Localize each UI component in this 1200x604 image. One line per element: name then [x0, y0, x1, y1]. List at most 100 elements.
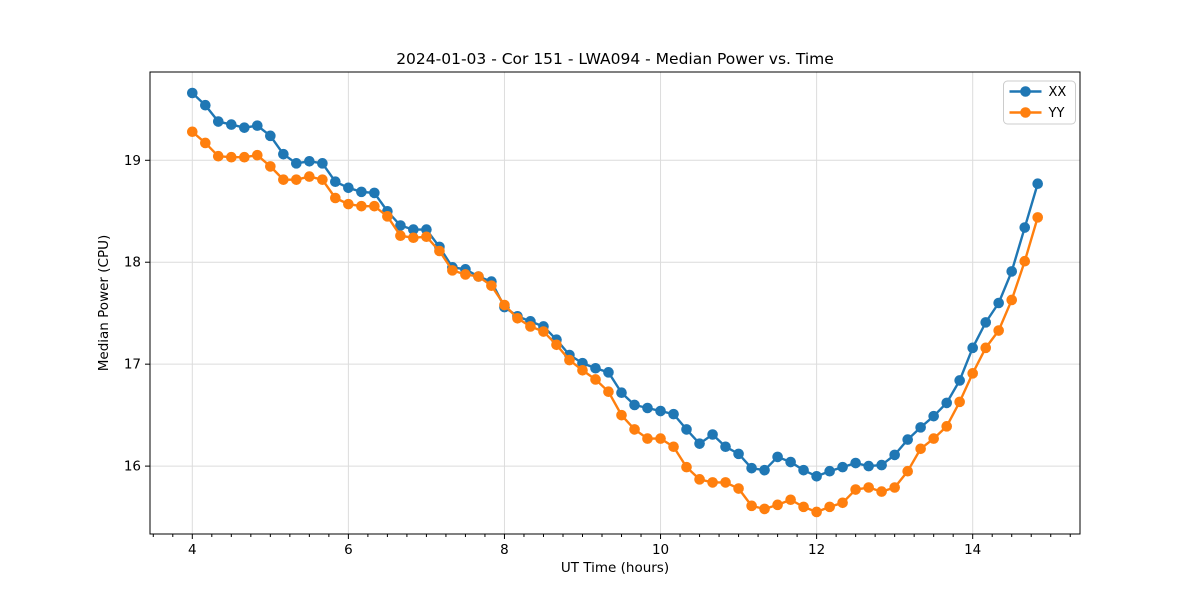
- data-point-YY: [980, 342, 992, 354]
- data-point-YY: [993, 325, 1004, 336]
- data-point-YY: [798, 501, 809, 513]
- data-point-XX: [408, 224, 419, 235]
- legend-marker-icon: [1020, 107, 1031, 118]
- data-point-XX: [668, 408, 679, 420]
- data-point-YY: [421, 231, 432, 243]
- data-point-YY: [304, 171, 315, 182]
- data-point-YY: [902, 465, 913, 477]
- data-point-YY: [226, 151, 237, 163]
- data-point-XX: [785, 456, 796, 468]
- data-point-XX: [343, 182, 354, 194]
- data-point-YY: [473, 271, 484, 282]
- data-point-XX: [265, 130, 276, 142]
- data-point-XX: [837, 461, 848, 473]
- data-point-YY: [928, 433, 939, 444]
- data-point-XX: [291, 158, 302, 169]
- data-point-YY: [616, 409, 627, 421]
- data-point-XX: [993, 297, 1004, 309]
- data-point-YY: [876, 486, 887, 497]
- x-tick-label: 8: [500, 542, 509, 558]
- data-point-XX: [1019, 222, 1031, 233]
- data-point-YY: [967, 368, 978, 379]
- data-point-YY: [512, 312, 523, 324]
- y-tick-label: 16: [124, 459, 141, 475]
- data-point-XX: [629, 399, 640, 411]
- data-point-XX: [251, 120, 263, 131]
- data-point-XX: [603, 367, 614, 378]
- legend: XX YY: [1003, 80, 1076, 125]
- data-point-YY: [629, 424, 640, 435]
- data-point-XX: [876, 459, 887, 471]
- data-point-XX: [824, 465, 835, 477]
- data-point-YY: [434, 245, 445, 257]
- data-point-YY: [564, 354, 575, 366]
- data-point-XX: [889, 449, 900, 461]
- data-point-YY: [408, 232, 419, 244]
- x-axis-label: UT Time (hours): [561, 560, 669, 576]
- data-point-YY: [343, 198, 354, 210]
- data-point-YY: [395, 230, 406, 242]
- data-point-YY: [746, 500, 757, 512]
- plot-area: [150, 72, 1080, 534]
- data-point-YY: [265, 161, 276, 172]
- data-point-XX: [902, 434, 913, 445]
- data-point-YY: [694, 474, 705, 485]
- data-point-YY: [538, 326, 549, 337]
- data-point-YY: [759, 503, 770, 515]
- data-point-YY: [460, 269, 471, 280]
- data-point-YY: [642, 433, 653, 444]
- data-point-YY: [525, 321, 536, 332]
- data-point-XX: [746, 462, 757, 474]
- data-point-YY: [187, 126, 198, 138]
- data-point-YY: [577, 364, 588, 376]
- data-point-XX: [694, 438, 705, 449]
- data-point-XX: [212, 116, 224, 127]
- chart-title: 2024-01-03 - Cor 151 - LWA094 - Median P…: [396, 50, 834, 68]
- data-point-YY: [369, 200, 380, 212]
- data-point-XX: [1006, 266, 1018, 277]
- y-axis-label: Median Power (CPU): [96, 235, 112, 371]
- data-point-XX: [720, 441, 731, 453]
- data-point-XX: [356, 186, 367, 198]
- data-point-YY: [278, 174, 289, 185]
- data-point-XX: [772, 451, 783, 463]
- data-point-XX: [200, 99, 211, 111]
- data-point-YY: [1019, 255, 1031, 267]
- legend-label: YY: [1048, 106, 1065, 121]
- data-point-YY: [317, 174, 328, 185]
- tick-labels: 4 6 8 10 12 14 16 17 18 19: [124, 153, 981, 558]
- x-tick-label: 12: [808, 542, 825, 558]
- data-point-XX: [967, 342, 978, 354]
- data-point-XX: [941, 397, 953, 409]
- data-point-YY: [941, 421, 953, 432]
- data-point-YY: [551, 339, 562, 351]
- y-tick-label: 19: [124, 153, 141, 169]
- x-tick-label: 10: [652, 542, 669, 558]
- x-tick-label: 14: [964, 542, 981, 558]
- data-point-YY: [200, 137, 211, 149]
- data-point-YY: [837, 497, 848, 509]
- data-point-YY: [915, 443, 926, 455]
- data-point-YY: [212, 150, 224, 162]
- data-point-XX: [330, 176, 341, 187]
- data-point-YY: [707, 477, 718, 488]
- legend-entry-XX: XX: [1009, 85, 1066, 100]
- data-point-XX: [642, 402, 653, 414]
- data-point-XX: [759, 464, 770, 476]
- data-point-XX: [811, 471, 822, 482]
- data-point-XX: [239, 122, 250, 133]
- data-point-YY: [486, 280, 497, 291]
- data-point-YY: [382, 211, 393, 222]
- data-point-XX: [187, 87, 198, 99]
- data-point-XX: [980, 317, 992, 328]
- axes-spines: [149, 71, 1081, 535]
- data-point-YY: [291, 174, 302, 185]
- data-point-XX: [369, 187, 380, 199]
- data-point-XX: [304, 156, 315, 167]
- data-point-YY: [889, 482, 900, 493]
- data-point-YY: [447, 265, 458, 276]
- legend-marker-icon: [1020, 86, 1031, 97]
- data-point-XX: [655, 405, 666, 417]
